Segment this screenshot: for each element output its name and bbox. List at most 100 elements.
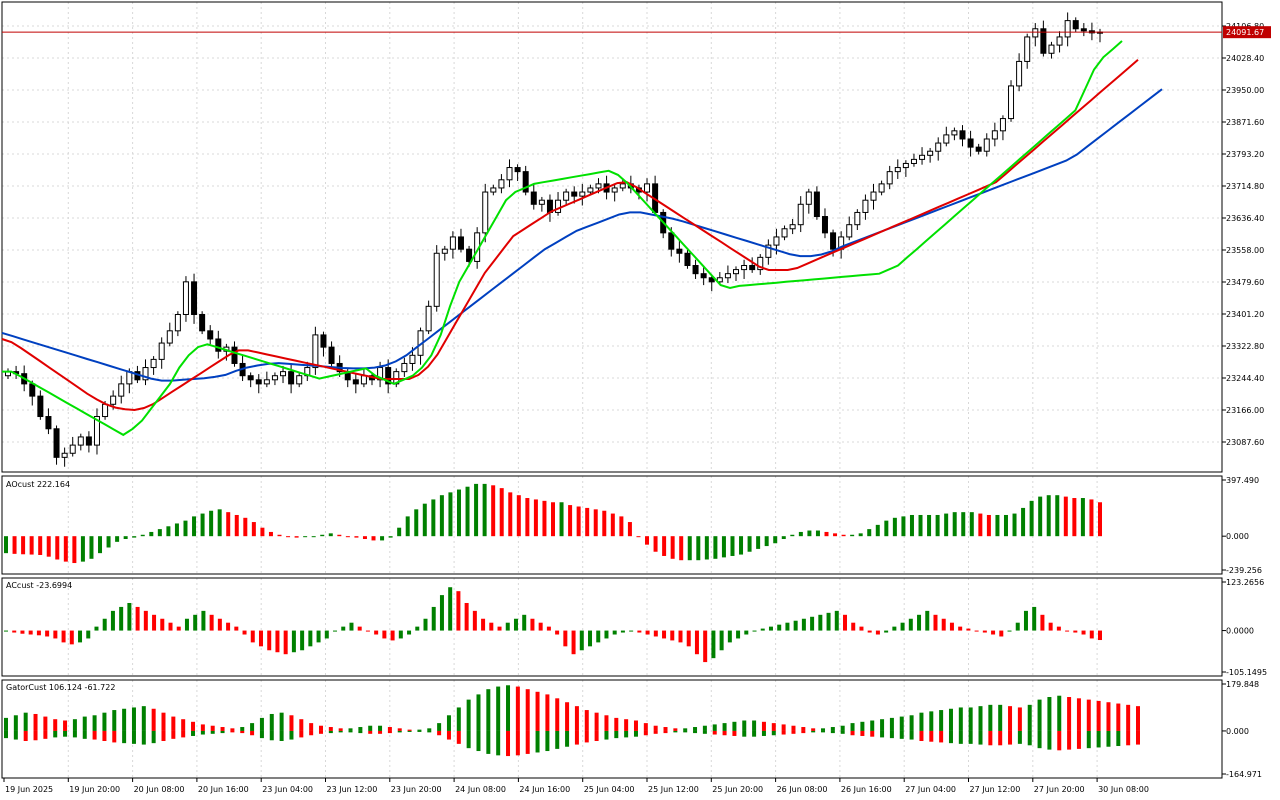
candle-body[interactable]	[142, 367, 149, 381]
gator-lower-bar[interactable]	[289, 730, 294, 740]
gator-upper-bar[interactable]	[712, 724, 717, 731]
ao-bar[interactable]	[328, 533, 333, 537]
ac-bar[interactable]	[703, 630, 708, 663]
gator-lower-bar[interactable]	[712, 730, 717, 735]
ac-bar[interactable]	[324, 630, 329, 639]
gator-upper-bar[interactable]	[63, 720, 68, 731]
gator-lower-bar[interactable]	[830, 730, 835, 734]
gator-lower-bar[interactable]	[1057, 730, 1062, 751]
gator-lower-bar[interactable]	[821, 730, 826, 733]
gator-upper-bar[interactable]	[466, 699, 471, 731]
candle-body[interactable]	[862, 199, 869, 213]
gator-upper-bar[interactable]	[1067, 697, 1072, 731]
gator-upper-bar[interactable]	[407, 729, 412, 731]
gator-lower-bar[interactable]	[643, 730, 648, 736]
gator-upper-bar[interactable]	[880, 719, 885, 731]
candle-body[interactable]	[320, 334, 327, 348]
ao-bar[interactable]	[525, 498, 530, 537]
gator-upper-bar[interactable]	[978, 706, 983, 731]
ao-bar[interactable]	[627, 522, 632, 537]
ao-bar[interactable]	[320, 534, 325, 537]
ac-bar[interactable]	[1065, 630, 1070, 632]
candle-body[interactable]	[619, 183, 626, 189]
ac-bar[interactable]	[267, 630, 272, 651]
ac-bar[interactable]	[300, 630, 305, 651]
ao-bar[interactable]	[892, 517, 897, 537]
ao-bar[interactable]	[1098, 502, 1102, 537]
gator-lower-bar[interactable]	[122, 730, 127, 744]
candle-body[interactable]	[943, 134, 950, 144]
candle-body[interactable]	[247, 375, 254, 381]
ao-bar[interactable]	[251, 522, 256, 537]
candle-body[interactable]	[385, 367, 392, 385]
ac-bar[interactable]	[966, 628, 971, 631]
gator-upper-bar[interactable]	[1008, 706, 1013, 731]
gator-lower-bar[interactable]	[732, 730, 737, 736]
candle-body[interactable]	[668, 232, 675, 250]
gator-lower-bar[interactable]	[437, 730, 442, 736]
ac-bar[interactable]	[801, 618, 806, 631]
gator-upper-bar[interactable]	[929, 711, 934, 731]
gator-upper-bar[interactable]	[82, 716, 87, 731]
ac-bar[interactable]	[727, 630, 732, 643]
gator-upper-bar[interactable]	[446, 715, 451, 731]
ao-bar[interactable]	[1063, 496, 1068, 537]
candle-body[interactable]	[352, 379, 359, 385]
ac-bar[interactable]	[390, 630, 395, 641]
gator-upper-bar[interactable]	[821, 728, 826, 731]
ac-bar[interactable]	[135, 606, 140, 631]
ao-bar[interactable]	[645, 536, 650, 545]
gator-lower-bar[interactable]	[850, 730, 855, 736]
gator-upper-bar[interactable]	[387, 727, 392, 731]
ao-bar[interactable]	[63, 536, 68, 562]
candle-body[interactable]	[757, 256, 764, 271]
candle-body[interactable]	[312, 334, 319, 369]
gator-upper-bar[interactable]	[643, 723, 648, 731]
ao-bar[interactable]	[226, 512, 231, 537]
ac-bar[interactable]	[110, 610, 115, 631]
ac-bar[interactable]	[258, 630, 263, 647]
gator-lower-bar[interactable]	[594, 730, 599, 741]
ao-bar[interactable]	[192, 516, 197, 537]
candle-body[interactable]	[846, 224, 853, 238]
ao-bar[interactable]	[234, 514, 239, 537]
candle-body[interactable]	[296, 375, 303, 385]
gator-lower-bar[interactable]	[240, 730, 245, 734]
gator-upper-bar[interactable]	[289, 715, 294, 731]
gator-lower-bar[interactable]	[919, 730, 924, 741]
ac-bar[interactable]	[4, 630, 8, 632]
candle-body[interactable]	[231, 346, 238, 364]
price-panel[interactable]	[1, 12, 1222, 467]
ac-bar[interactable]	[53, 630, 58, 639]
ac-bar[interactable]	[826, 612, 831, 631]
ac-bar[interactable]	[760, 628, 765, 631]
gator-lower-bar[interactable]	[171, 730, 176, 739]
candle-body[interactable]	[191, 281, 198, 315]
candle-body[interactable]	[53, 428, 60, 458]
ac-bar[interactable]	[604, 630, 609, 639]
gator-upper-bar[interactable]	[840, 725, 845, 731]
gator-lower-bar[interactable]	[624, 730, 629, 738]
gator-upper-bar[interactable]	[1037, 699, 1042, 731]
ac-bar[interactable]	[94, 626, 99, 631]
gator-upper-bar[interactable]	[220, 727, 225, 731]
gator-lower-bar[interactable]	[840, 730, 845, 734]
gator-upper-bar[interactable]	[171, 716, 176, 731]
ao-bar[interactable]	[157, 529, 162, 537]
ao-bar[interactable]	[80, 536, 85, 562]
gator-upper-bar[interactable]	[830, 727, 835, 731]
gator-lower-bar[interactable]	[72, 730, 77, 738]
ao-bar[interactable]	[884, 520, 889, 537]
gator-lower-bar[interactable]	[250, 730, 255, 736]
ao-bar[interactable]	[132, 536, 137, 538]
ac-bar[interactable]	[176, 626, 181, 631]
candle-body[interactable]	[579, 191, 586, 197]
ao-bar[interactable]	[961, 512, 966, 537]
gator-lower-bar[interactable]	[958, 730, 963, 744]
candle-body[interactable]	[684, 252, 691, 267]
candle-body[interactable]	[45, 416, 52, 430]
gator-lower-bar[interactable]	[968, 730, 973, 744]
candle-body[interactable]	[870, 191, 877, 201]
ac-bar[interactable]	[28, 630, 33, 635]
ac-bar[interactable]	[974, 630, 979, 632]
